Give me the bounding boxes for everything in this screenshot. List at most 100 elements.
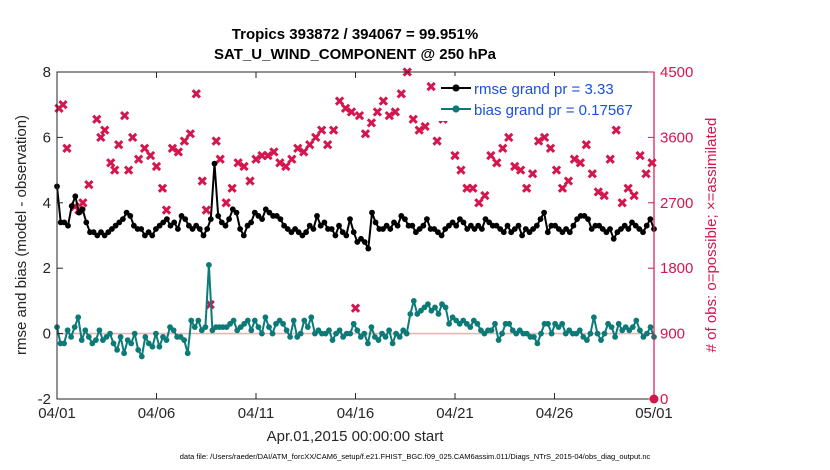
rmse-point: [259, 216, 265, 223]
legend-rmse-marker: [452, 84, 460, 92]
rmse-point: [68, 203, 75, 210]
obs-marker-stroke: [114, 140, 124, 150]
bias-point: [594, 330, 601, 337]
bias-point: [576, 327, 583, 334]
bias-point: [425, 301, 431, 308]
obs-marker-stroke: [78, 198, 88, 208]
x-tick-label: 04/21: [436, 405, 474, 422]
obs-marker-stroke: [179, 136, 190, 146]
rmse-point: [409, 222, 416, 229]
bias-point: [615, 320, 622, 327]
rmse-point: [317, 222, 324, 229]
obs-assimilated-marker: [426, 81, 436, 92]
bias-point: [93, 337, 99, 343]
x-tick-label: 04/16: [337, 405, 375, 422]
obs-assimilated-marker: [408, 114, 418, 124]
rmse-point: [120, 216, 126, 223]
obs-marker-stroke: [372, 107, 383, 117]
obs-assimilated-marker: [275, 158, 285, 168]
rmse-point: [61, 219, 68, 226]
obs-assimilated-marker: [245, 176, 255, 186]
rmse-point: [585, 216, 591, 223]
rmse-point: [123, 209, 130, 216]
rmse-point: [211, 160, 218, 167]
bias-point: [184, 350, 191, 357]
obs-assimilated-marker: [599, 190, 609, 201]
obs-marker-stroke: [123, 165, 134, 175]
bias-point: [396, 334, 403, 340]
obs-marker-stroke: [275, 158, 285, 168]
obs-assimilated-marker: [557, 183, 568, 193]
obs-marker-stroke: [557, 183, 568, 193]
bias-point: [410, 298, 417, 304]
obs-assimilated-marker: [468, 183, 478, 193]
obs-assimilated-marker: [311, 132, 321, 143]
bias-point: [308, 314, 315, 321]
rmse-point: [248, 219, 255, 226]
rmse-point: [237, 226, 244, 232]
rmse-point: [171, 219, 178, 226]
obs-marker-stroke: [197, 176, 207, 186]
x-tick-label: 05/01: [635, 405, 673, 422]
rmse-point: [369, 209, 375, 216]
obs-marker-stroke: [299, 147, 309, 157]
obs-assimilated-marker: [635, 150, 645, 161]
rmse-point: [479, 226, 485, 232]
rmse-point: [343, 232, 350, 239]
obs-assimilated-marker: [173, 147, 184, 157]
obs-assimilated-marker: [593, 187, 603, 197]
obs-marker-stroke: [281, 161, 291, 172]
bias-point: [354, 327, 361, 334]
obs-assimilated-marker: [450, 150, 460, 161]
bias-point: [506, 320, 513, 327]
obs-marker-stroke: [456, 165, 466, 175]
rmse-point: [336, 222, 342, 229]
rmse-point: [222, 222, 229, 229]
obs-marker-stroke: [151, 161, 162, 172]
obs-assimilated-marker: [569, 154, 580, 164]
bias-point: [117, 334, 124, 340]
obs-marker-stroke: [480, 190, 490, 201]
rmse-point: [607, 226, 613, 232]
bias-point: [255, 324, 262, 330]
rmse-point: [544, 229, 551, 236]
obs-marker-stroke: [100, 125, 110, 135]
y-axis-left: -2 0 2 4 6 8: [38, 64, 63, 408]
footer-data-file: data file: /Users/raeder/DAI/ATM_forcXX/…: [180, 452, 651, 461]
obs-marker-stroke: [317, 125, 327, 135]
rmse-point: [625, 226, 632, 232]
rmse-point: [218, 219, 225, 226]
rmse-point: [383, 222, 390, 229]
obs-marker-stroke: [334, 96, 345, 106]
rmse-point: [164, 216, 170, 223]
obs-marker-stroke: [110, 165, 120, 175]
y-tick-label: 0: [43, 326, 51, 343]
bias-point: [587, 330, 594, 337]
obs-marker-stroke: [62, 143, 72, 153]
bias-point: [135, 347, 142, 353]
bias-point: [467, 324, 474, 330]
rmse-point: [530, 226, 536, 232]
obs-marker-stroke: [390, 107, 400, 117]
rmse-point: [537, 216, 544, 223]
rmse-point: [94, 232, 101, 239]
bias-point: [107, 330, 113, 337]
bias-point: [407, 311, 414, 317]
obs-marker-stroke: [221, 198, 231, 208]
bias-point: [262, 314, 269, 321]
rmse-point: [207, 216, 214, 223]
obs-assimilated-marker: [185, 129, 195, 139]
obs-assimilated-marker: [551, 165, 562, 175]
bias-point: [326, 327, 332, 334]
bias-point: [297, 330, 304, 337]
bias-point: [644, 330, 650, 337]
obs-assimilated-marker: [92, 114, 102, 124]
y2-tick-label: 3600: [660, 129, 693, 146]
rmse-series: [54, 160, 657, 252]
rmse-point: [90, 229, 97, 236]
rmse-point: [464, 226, 471, 232]
obs-marker-stroke: [533, 136, 544, 146]
rmse-point: [618, 226, 624, 232]
obs-marker-stroke: [468, 183, 478, 193]
